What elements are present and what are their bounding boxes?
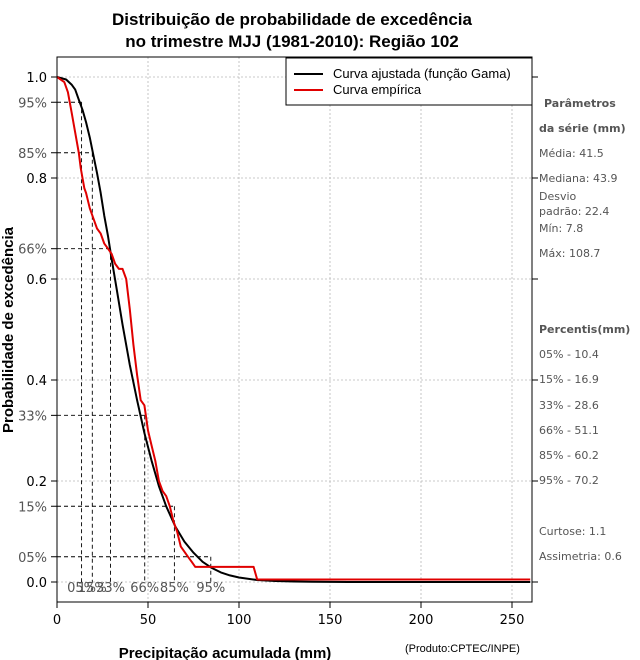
stat-max: Máx: 108.7 (539, 247, 600, 260)
x-tick-label: 250 (500, 613, 525, 628)
x-tick-label: 150 (318, 613, 343, 628)
chart-title-line2: no trimestre MJJ (1981-2010): Região 102 (125, 32, 459, 51)
x-axis-ticks: 0 50 100 150 200 250 (53, 602, 525, 628)
x-tick-label: 0 (53, 613, 61, 628)
product-credit: (Produto:CPTEC/INPE) (405, 643, 520, 655)
fitted-gamma-curve (56, 76, 531, 583)
percentile-tick-label: 05% (18, 551, 47, 566)
empirical-curve (56, 76, 531, 581)
percentile-guide-lines (57, 101, 212, 582)
percentile-x-labels: 05%15%33% 66% 85% 95% (67, 581, 225, 596)
percentile-x-label: 66% (130, 581, 159, 596)
percentil-15: 15% - 16.9 (539, 373, 599, 386)
stat-mediana: Mediana: 43.9 (539, 172, 617, 185)
plot-border (56, 56, 533, 603)
percentil-33: 33% - 28.6 (539, 399, 599, 412)
stat-min: Mín: 7.8 (539, 222, 583, 235)
stat-desvio-line2: padrão: 22.4 (539, 205, 609, 218)
stat-desvio-line1: Desvio (539, 190, 577, 203)
params-heading-line2: da série (mm) (539, 122, 626, 135)
percentil-05: 05% - 10.4 (539, 348, 599, 361)
percentile-tick-label: 66% (18, 243, 47, 258)
grid-lines (56, 57, 532, 602)
stat-curtose: Curtose: 1.1 (539, 525, 606, 538)
y-tick-label: 0.2 (26, 475, 47, 490)
percentile-x-label: 05% (67, 581, 96, 596)
x-tick-label: 50 (140, 613, 157, 628)
legend-label-fitted: Curva ajustada (função Gama) (333, 66, 511, 81)
percentile-axis-ticks: 05% 15% 33% 66% 85% 95% (18, 96, 57, 566)
y-axis-label: Probabilidade de excedência (0, 226, 17, 433)
legend-box (285, 57, 533, 106)
legend: Curva ajustada (função Gama) Curva empír… (285, 57, 533, 106)
percentile-tick-label: 33% (18, 409, 47, 424)
y-tick-label: 0.0 (26, 576, 47, 591)
percentile-x-label: 15% (78, 581, 107, 596)
percentil-66: 66% - 51.1 (539, 424, 599, 437)
percentile-tick-label: 95% (18, 96, 47, 111)
x-axis-label: Precipitação acumulada (mm) (119, 645, 332, 660)
percentile-x-label: 95% (196, 581, 225, 596)
y-axis-ticks: 0.0 0.2 0.4 0.6 0.8 1.0 (26, 71, 538, 591)
percentile-x-label: 85% (160, 581, 189, 596)
y-tick-label: 1.0 (26, 71, 47, 86)
y-tick-label: 0.6 (26, 273, 47, 288)
legend-label-empirical: Curva empírica (333, 82, 422, 97)
stat-assimetria: Assimetria: 0.6 (539, 550, 622, 563)
x-tick-label: 200 (409, 613, 434, 628)
stat-media: Média: 41.5 (539, 147, 604, 160)
percentil-95: 95% - 70.2 (539, 474, 599, 487)
percentile-tick-label: 15% (18, 500, 47, 515)
percentil-85: 85% - 60.2 (539, 449, 599, 462)
series-lines (56, 76, 531, 583)
statistics-side-panel: Parâmetros da série (mm) Média: 41.5 Med… (539, 97, 630, 563)
params-heading-line1: Parâmetros (544, 97, 616, 110)
percentile-tick-label: 85% (18, 147, 47, 162)
y-tick-label: 0.4 (26, 374, 47, 389)
y-tick-label: 0.8 (26, 172, 47, 187)
percentile-x-label: 33% (96, 581, 125, 596)
x-tick-label: 100 (227, 613, 252, 628)
percentis-heading: Percentis(mm) (539, 323, 630, 336)
chart-title-line1: Distribuição de probabilidade de excedên… (112, 10, 472, 29)
